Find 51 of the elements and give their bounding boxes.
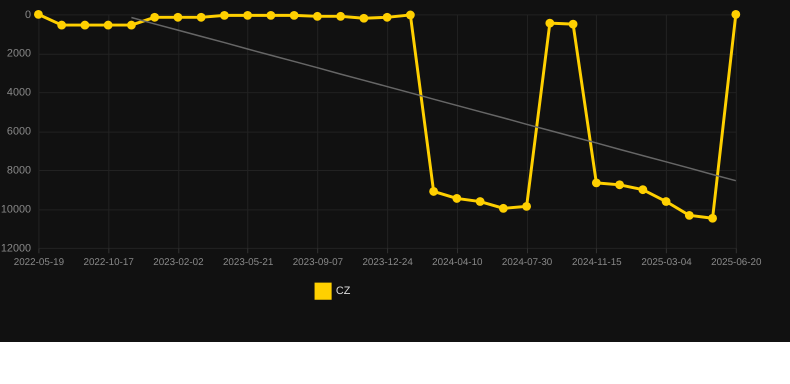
point	[336, 12, 346, 21]
point	[708, 214, 717, 223]
point	[220, 10, 229, 20]
point	[429, 187, 438, 196]
point	[266, 10, 276, 20]
point	[476, 197, 485, 206]
point	[615, 180, 624, 190]
x-tick-label: 2022-05-19	[14, 257, 65, 268]
point	[382, 12, 392, 22]
x-tick-label: 2023-09-07	[292, 257, 344, 268]
point	[731, 10, 740, 19]
point	[34, 10, 43, 19]
x-tick-label: 2023-02-02	[153, 257, 204, 268]
point	[127, 20, 136, 30]
x-tick-label: 2025-06-20	[711, 257, 762, 268]
point	[196, 12, 206, 22]
line-series	[130, 16, 737, 182]
legend-label: CZ	[336, 285, 351, 298]
point	[80, 20, 90, 30]
y-tick-label: 2000	[6, 48, 32, 60]
point	[104, 20, 113, 30]
point	[173, 12, 182, 22]
x-tick-label: 2024-07-30	[502, 257, 553, 268]
x-tick-label: 2022-10-17	[83, 257, 134, 268]
x-tick-label: 2025-03-04	[641, 257, 692, 268]
x-tick-label: 2023-12-24	[362, 257, 414, 268]
x-tick-label: 2024-04-10	[432, 257, 484, 268]
point	[545, 18, 554, 28]
point	[243, 10, 252, 20]
point	[638, 185, 648, 194]
point	[406, 10, 415, 20]
y-tick-label: 8000	[6, 164, 32, 176]
point	[592, 178, 601, 188]
y-tick-label: 10000	[0, 203, 32, 216]
point	[150, 12, 160, 22]
y-tick-label: 6000	[6, 126, 32, 138]
y-tick-label: 0	[24, 8, 32, 21]
point	[498, 204, 508, 213]
point	[57, 20, 66, 30]
y-tick-label: 4000	[6, 86, 32, 99]
point	[568, 20, 578, 29]
point	[452, 194, 462, 203]
x-tick-label: 2024-11-15	[572, 257, 622, 268]
point	[684, 210, 694, 220]
y-tick-label: 12000	[0, 242, 32, 254]
point	[662, 197, 670, 206]
point	[359, 14, 368, 23]
point	[522, 202, 532, 211]
point	[290, 10, 299, 20]
x-tick-label: 2023-05-21	[222, 257, 274, 268]
point	[312, 12, 322, 21]
